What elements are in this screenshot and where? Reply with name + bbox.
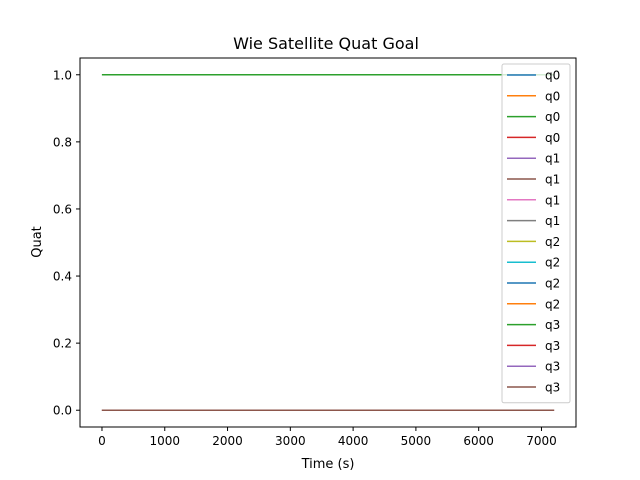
x-tick-label: 5000 bbox=[401, 434, 432, 448]
plot-lines bbox=[101, 74, 555, 411]
legend-label: q1 bbox=[545, 173, 560, 187]
legend-label: q2 bbox=[545, 235, 560, 249]
legend-label: q1 bbox=[545, 152, 560, 166]
legend-label: q1 bbox=[545, 193, 560, 207]
legend: q0 q0 q0 q0 q1 q1 q1 q1 q2 q2 q2 q2 q3 q3 q3 q3 bbox=[501, 63, 571, 404]
legend-box bbox=[501, 63, 571, 404]
x-tick-label: 0 bbox=[98, 434, 106, 448]
legend-label: q3 bbox=[545, 360, 560, 374]
y-tick-label: 1.0 bbox=[53, 68, 72, 82]
x-tick-label: 4000 bbox=[338, 434, 369, 448]
x-tick-label: 6000 bbox=[463, 434, 494, 448]
legend-label: q1 bbox=[545, 214, 560, 228]
legend-label: q2 bbox=[545, 277, 560, 291]
x-tick-label: 1000 bbox=[149, 434, 180, 448]
legend-label: q3 bbox=[545, 318, 560, 332]
legend-label: q2 bbox=[545, 256, 560, 270]
legend-label: q0 bbox=[545, 69, 560, 83]
y-tick-label: 0.4 bbox=[53, 270, 72, 284]
y-tick-label: 0.2 bbox=[53, 337, 72, 351]
chart-title: Wie Satellite Quat Goal bbox=[233, 34, 419, 53]
y-tick-label: 0.6 bbox=[53, 202, 72, 216]
x-axis: 0 1000 2000 3000 4000 5000 6000 7000 bbox=[98, 427, 557, 448]
legend-label: q0 bbox=[545, 89, 560, 103]
y-tick-label: 0.0 bbox=[53, 404, 72, 418]
x-tick-label: 2000 bbox=[212, 434, 243, 448]
legend-label: q3 bbox=[545, 339, 560, 353]
x-tick-label: 7000 bbox=[526, 434, 557, 448]
legend-label: q2 bbox=[545, 297, 560, 311]
x-tick-label: 3000 bbox=[275, 434, 306, 448]
y-tick-label: 0.8 bbox=[53, 135, 72, 149]
y-axis: 0.0 0.2 0.4 0.6 0.8 1.0 bbox=[53, 68, 80, 418]
legend-label: q3 bbox=[545, 381, 560, 395]
legend-label: q0 bbox=[545, 131, 560, 145]
plot-frame bbox=[79, 57, 577, 428]
legend-label: q0 bbox=[545, 110, 560, 124]
x-axis-label: Time (s) bbox=[301, 457, 355, 472]
y-axis-label: Quat bbox=[30, 226, 45, 258]
